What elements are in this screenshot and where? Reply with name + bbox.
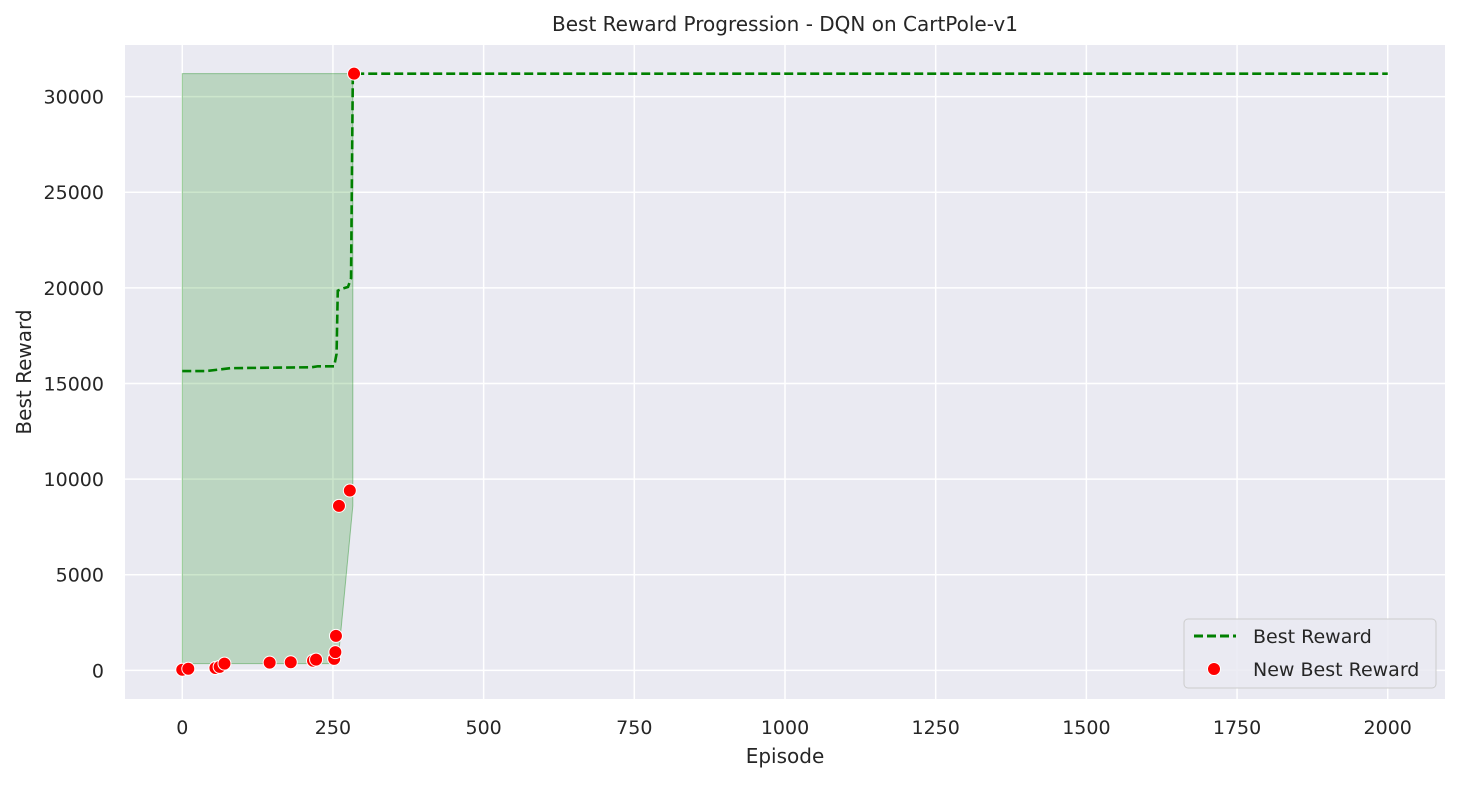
legend-box <box>1183 618 1437 689</box>
x-tick-label: 1250 <box>912 717 960 739</box>
x-tick-label: 250 <box>315 717 351 739</box>
legend: Best Reward New Best Reward <box>1183 618 1437 689</box>
new-best-reward-point <box>283 655 298 670</box>
y-tick-label: 5000 <box>56 565 104 587</box>
legend-marker-swatch <box>1207 662 1221 676</box>
new-best-reward-point <box>217 656 232 671</box>
y-tick-label: 20000 <box>44 278 104 300</box>
new-best-reward-point <box>181 661 196 676</box>
legend-label-new-best-reward: New Best Reward <box>1253 659 1419 681</box>
new-best-reward-point <box>328 628 343 643</box>
y-tick-labels: 0 5000 10000 15000 20000 25000 30000 <box>44 87 104 683</box>
y-axis-label: Best Reward <box>12 309 36 434</box>
y-tick-label: 15000 <box>44 373 104 395</box>
x-tick-label: 750 <box>616 717 652 739</box>
y-tick-label: 30000 <box>44 87 104 109</box>
x-tick-labels: 0 250 500 750 1000 1250 1500 1750 2000 <box>176 717 1412 739</box>
x-tick-label: 500 <box>465 717 501 739</box>
legend-label-best-reward: Best Reward <box>1253 626 1372 648</box>
new-best-reward-point <box>262 655 277 670</box>
x-tick-label: 1000 <box>761 717 809 739</box>
x-axis-label: Episode <box>746 744 825 768</box>
best-reward-line-layer <box>182 72 1388 373</box>
new-best-reward-point <box>347 66 362 81</box>
new-best-reward-point <box>331 498 346 513</box>
y-tick-label: 25000 <box>44 182 104 204</box>
chart-title: Best Reward Progression - DQN on CartPol… <box>552 12 1018 36</box>
y-tick-label: 0 <box>92 660 104 682</box>
new-best-reward-point <box>342 483 357 498</box>
x-tick-label: 2000 <box>1364 717 1412 739</box>
y-tick-label: 10000 <box>44 469 104 491</box>
new-best-reward-point <box>328 645 343 660</box>
new-best-reward-points <box>175 66 362 677</box>
x-tick-label: 0 <box>176 717 188 739</box>
new-best-reward-point <box>309 652 324 667</box>
best-reward-line <box>182 72 1388 373</box>
x-tick-label: 1500 <box>1062 717 1110 739</box>
x-tick-label: 1750 <box>1213 717 1261 739</box>
